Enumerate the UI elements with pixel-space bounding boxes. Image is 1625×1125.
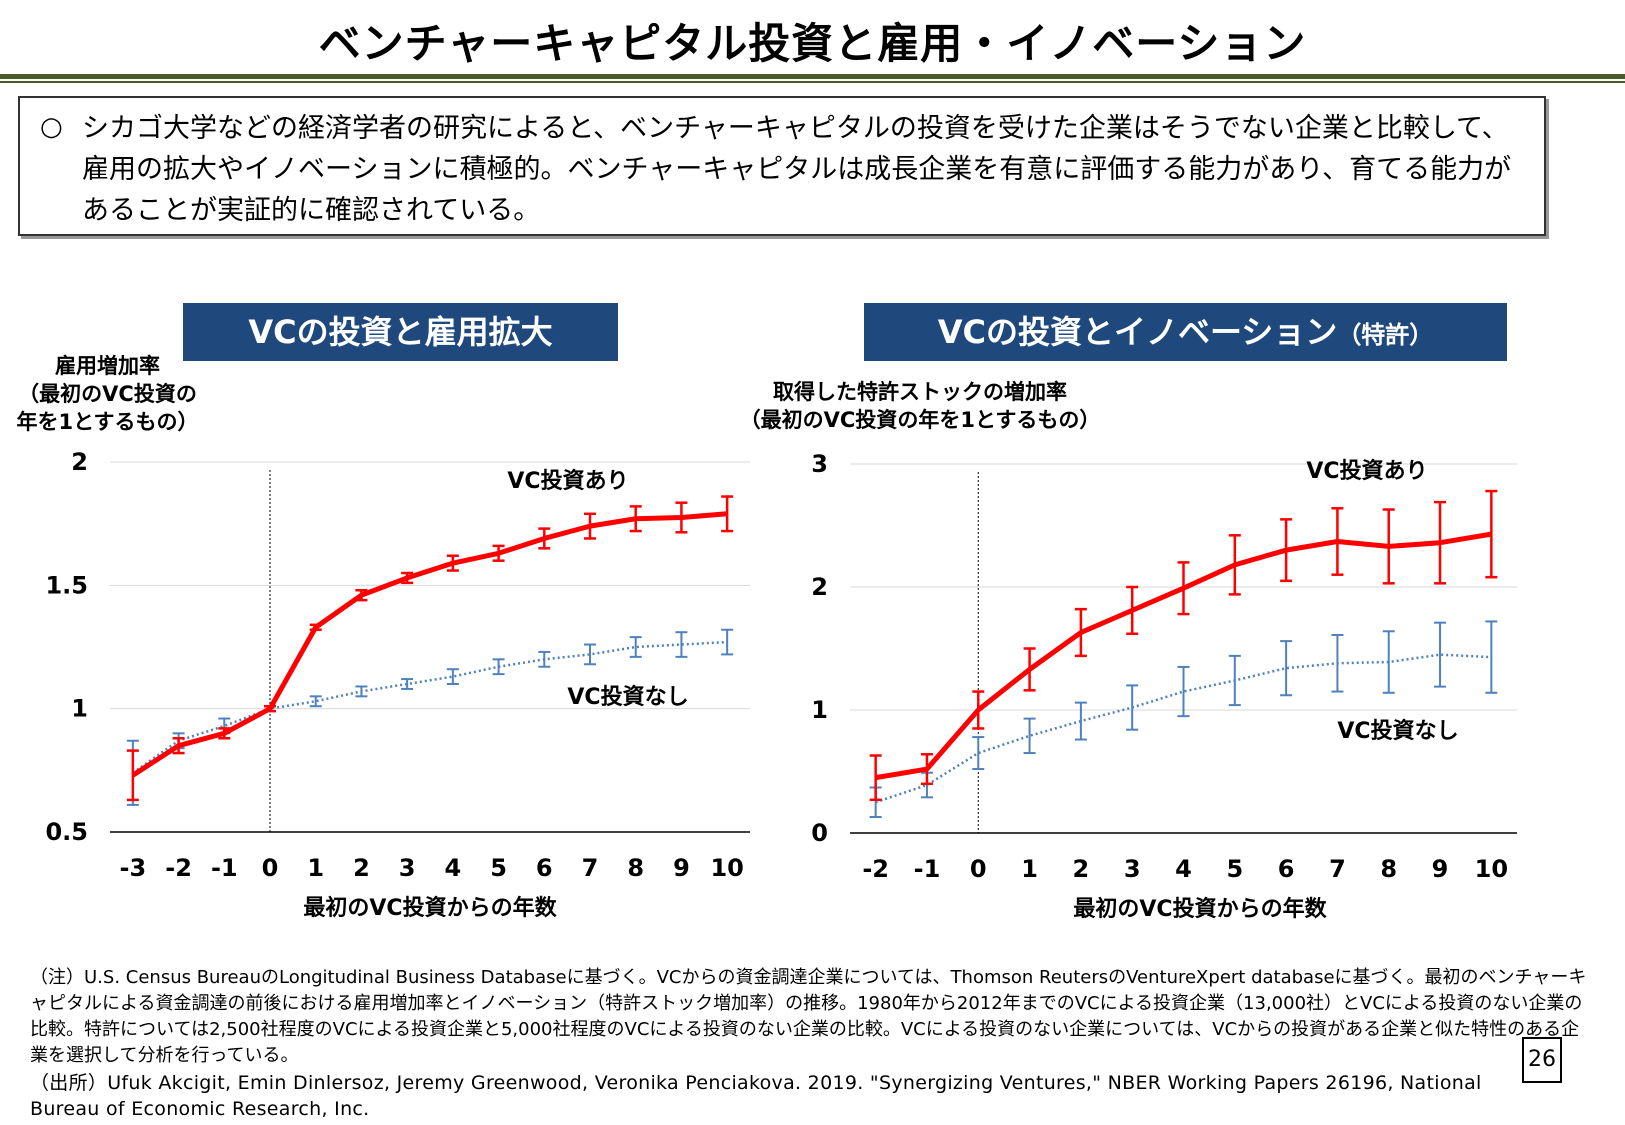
chart-title-text: VCの投資と雇用拡大 [248,313,553,351]
x-tick-label: 4 [445,854,462,882]
chart-title-note: （特許） [1337,321,1434,349]
series-line [131,511,728,778]
x-tick-label: 0 [970,855,987,883]
x-tick-label: 8 [1380,855,1397,883]
x-tick-label: 3 [399,854,416,882]
y-axis-title: 取得した特許ストックの増加率 （最初のVC投資の年を1とするもの） [720,378,1120,434]
y-tick-label: 1 [811,696,828,724]
x-tick-label: 5 [1226,855,1243,883]
series-line [132,640,728,774]
chart-title: VCの投資と雇用拡大 [183,303,618,361]
x-tick-label: 6 [536,854,553,882]
y-tick-label: 0.5 [45,818,88,846]
x-tick-label: 4 [1175,855,1192,883]
chart-title-text: VCの投資とイノベーション [937,313,1338,351]
x-tick-label: -3 [120,854,147,882]
y-tick-label: 1.5 [45,571,88,599]
series-line [875,531,1492,781]
y-axis-title-line: 年を1とするもの） [16,410,199,434]
rule [0,74,1625,79]
lead-box: ○ シカゴ大学などの経済学者の研究によると、ベンチャーキャピタルの投資を受けた企… [18,96,1546,236]
x-axis-title: 最初のVC投資からの年数 [1073,896,1327,922]
rule [0,81,1625,83]
bullet: ○ [40,112,63,142]
x-tick-label: 5 [490,854,507,882]
x-tick-label: 6 [1278,855,1295,883]
x-tick-label: 1 [307,854,324,882]
source: （出所）Ufuk Akcigit, Emin Dinlersoz, Jeremy… [30,1072,1482,1120]
y-axis-title: 雇用増加率 （最初のVC投資の 年を1とするもの） [0,352,215,436]
slide-title: ベンチャーキャピタル投資と雇用・イノベーション [318,19,1307,68]
x-tick-label: 9 [1432,855,1449,883]
x-tick-label: 2 [1073,855,1090,883]
x-tick-label: 1 [1021,855,1038,883]
lead-text: シカゴ大学などの経済学者の研究によると、ベンチャーキャピタルの投資を受けた企業は… [82,113,1512,226]
series-label: VC投資なし [1337,718,1458,744]
note: （注）U.S. Census BureauのLongitudinal Busin… [30,967,1587,1066]
y-axis-title-line: （最初のVC投資の年を1とするもの） [739,408,1101,432]
x-tick-label: -1 [211,854,238,882]
x-axis-title: 最初のVC投資からの年数 [303,895,557,921]
y-tick-label: 1 [71,695,88,723]
x-tick-label: 7 [582,854,599,882]
y-tick-label: 2 [71,448,88,476]
y-tick-label: 2 [811,573,828,601]
x-tick-label: 10 [710,854,743,882]
series-label: VC投資なし [567,684,688,710]
x-tick-label: 10 [1475,855,1508,883]
x-tick-label: 2 [353,854,370,882]
x-tick-label: -2 [165,854,192,882]
y-axis-title-line: （最初のVC投資の [18,382,197,406]
x-tick-label: 8 [627,854,644,882]
y-axis-title-line: 雇用増加率 [55,354,160,378]
x-tick-label: 3 [1124,855,1141,883]
series-label: VC投資あり [507,468,628,494]
y-tick-label: 3 [811,450,828,478]
series-label: VC投資あり [1306,458,1427,484]
y-axis-title-line: 取得した特許ストックの増加率 [773,380,1067,404]
chart-title: VCの投資とイノベーション（特許） [864,303,1507,361]
charts: 0.511.52-3 -2 -1 0 1 2 3 4 5 6 7 8 9 10最初のVC投資からの年数VC… [45,448,1517,922]
x-tick-label: 0 [262,854,279,882]
x-tick-label: -1 [914,855,941,883]
x-tick-label: 7 [1329,855,1346,883]
page-number: 26 [1522,1037,1562,1083]
y-tick-label: 0 [811,819,828,847]
x-tick-label: -2 [862,855,889,883]
x-tick-label: 9 [673,854,690,882]
